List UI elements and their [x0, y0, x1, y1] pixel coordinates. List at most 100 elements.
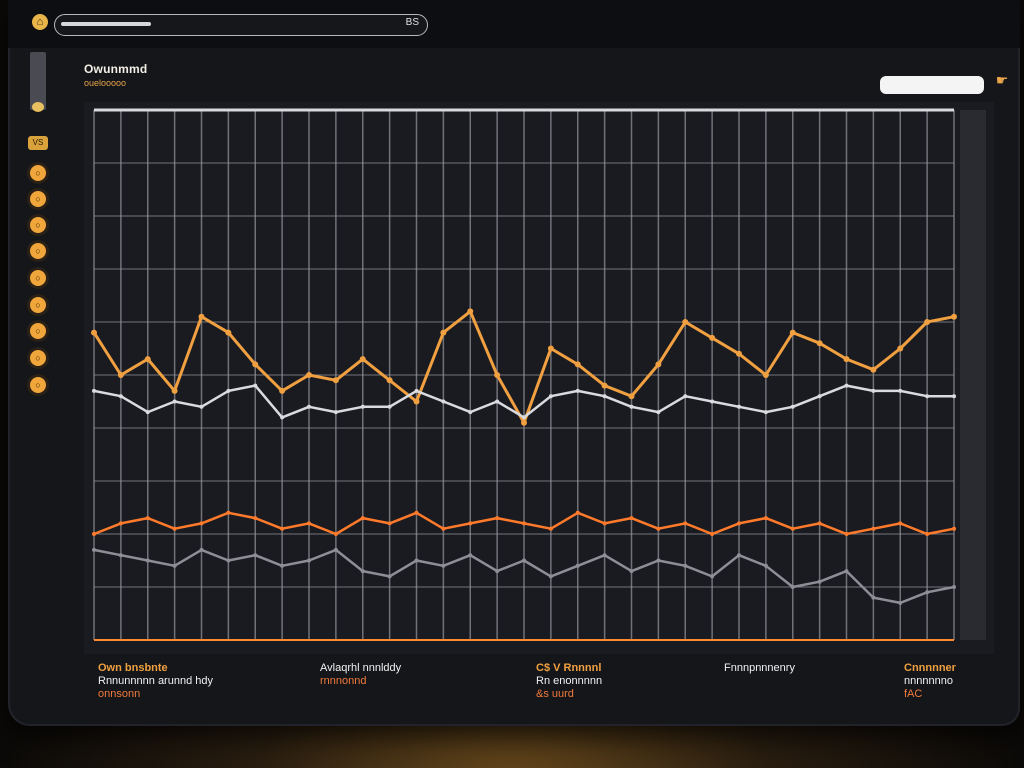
series-4-point	[280, 563, 285, 568]
series-1-point	[924, 319, 931, 325]
search-input[interactable]	[880, 76, 984, 94]
sidebar-item-3-icon[interactable]: ○	[30, 217, 46, 233]
y-axis-rail	[960, 110, 986, 640]
footer-col-2-note: rnnnonnd	[320, 675, 367, 687]
series-4-point	[414, 558, 419, 563]
series-3-point	[790, 526, 795, 531]
series-4-point	[710, 574, 715, 579]
series-4-point	[548, 574, 553, 579]
series-1-point	[762, 372, 769, 378]
series-4-point	[226, 558, 231, 563]
series-2-point	[199, 404, 204, 409]
series-2-point	[441, 399, 446, 404]
series-1-point	[601, 382, 608, 389]
series-4-point	[898, 600, 903, 605]
page-title: Owunmmd	[84, 62, 148, 76]
series-2-point	[414, 388, 419, 393]
sidebar-item-4-icon[interactable]: ○	[30, 243, 46, 259]
series-2-point	[710, 399, 715, 404]
sidebar-item-9-icon[interactable]: ○	[30, 377, 46, 393]
series-4-point	[333, 547, 338, 552]
series-4-point	[387, 574, 392, 579]
series-1-point	[574, 361, 581, 368]
series-1-point	[816, 340, 823, 347]
sidebar: VS ○ ○ ○ ○ ○ ○ ○ ○ ○	[26, 52, 50, 422]
line-chart[interactable]	[84, 102, 994, 654]
series-1-point	[144, 356, 151, 363]
sidebar-item-8-icon[interactable]: ○	[30, 350, 46, 366]
series-3-point	[414, 510, 419, 515]
series-3-point	[602, 521, 607, 526]
bulb-icon[interactable]	[32, 102, 44, 112]
series-1-point	[951, 313, 957, 320]
series-3-point	[763, 516, 768, 521]
series-1-point	[628, 393, 635, 400]
series-2-point	[925, 394, 930, 399]
series-3-point	[548, 526, 553, 531]
footer-col-5: Cnnnnner nnnnnnno fAC	[904, 662, 956, 701]
series-2-point	[387, 404, 392, 409]
series-4-point	[118, 553, 123, 558]
series-2-point	[548, 394, 553, 399]
series-1-point	[521, 419, 527, 426]
series-1-point	[709, 334, 716, 341]
series-1-point	[655, 361, 662, 368]
footer-col-1-body: Rnnunnnnn arunnd hdy	[98, 675, 213, 687]
footer-col-5-head: Cnnnnner	[904, 662, 956, 674]
series-4-point	[253, 553, 258, 558]
series-2-point	[522, 415, 526, 420]
footer-col-4-body: Fnnnpnnnenry	[724, 662, 795, 674]
series-1-point	[467, 308, 474, 315]
series-4-point	[629, 569, 634, 574]
sidebar-item-2-icon[interactable]: ○	[30, 191, 46, 207]
series-2-point	[495, 399, 500, 404]
series-2-point	[468, 410, 473, 415]
sidebar-item-1-icon[interactable]: ○	[30, 165, 46, 181]
home-icon[interactable]: ⌂	[32, 14, 48, 30]
series-1-point	[547, 345, 554, 352]
series-3-point	[387, 521, 392, 526]
series-1-point	[789, 329, 796, 336]
series-1-point	[252, 361, 259, 368]
series-2-point	[952, 394, 956, 399]
series-3-point	[683, 521, 688, 526]
series-1-point	[413, 398, 420, 405]
sidebar-item-5-icon[interactable]: ○	[30, 270, 46, 286]
series-1-point	[171, 387, 178, 394]
series-1-point	[117, 372, 124, 378]
sidebar-item-6-icon[interactable]: ○	[30, 297, 46, 313]
series-2-point	[360, 404, 365, 409]
series-2-point	[575, 388, 580, 393]
series-3-point	[226, 510, 231, 515]
series-2-point	[602, 394, 607, 399]
footer-col-3-note: &s uurd	[536, 688, 574, 700]
series-1-point	[682, 319, 689, 325]
series-4-point	[360, 569, 365, 574]
series-3-point	[710, 532, 715, 536]
series-4-point	[441, 563, 446, 568]
footer-col-4: Fnnnpnnnenry	[724, 662, 795, 675]
series-4-point	[468, 553, 473, 558]
series-2-point	[790, 404, 795, 409]
progress-bar[interactable]: BS	[54, 14, 428, 36]
series-3-point	[92, 532, 96, 536]
chart-area[interactable]	[84, 102, 994, 654]
sidebar-item-7-icon[interactable]: ○	[30, 323, 46, 339]
series-1-point	[306, 372, 312, 378]
series-3-point	[333, 532, 338, 536]
series-3-point	[468, 521, 473, 526]
series-1-point	[494, 372, 501, 378]
footer-col-5-body: nnnnnnno	[904, 675, 953, 687]
series-1-point	[198, 313, 205, 320]
series-4-point	[602, 553, 607, 558]
series-3-point	[844, 532, 849, 536]
series-3-point	[360, 516, 365, 521]
hand-icon[interactable]: ☛	[995, 72, 1009, 88]
series-2-point	[172, 399, 177, 404]
sidebar-scrollbar[interactable]	[30, 52, 46, 110]
series-4-point	[952, 585, 956, 589]
series-2-point	[253, 383, 258, 388]
series-4-point	[495, 569, 500, 574]
footer-col-3-body: Rn enonnnnn	[536, 675, 603, 687]
sidebar-badge[interactable]: VS	[28, 136, 48, 150]
